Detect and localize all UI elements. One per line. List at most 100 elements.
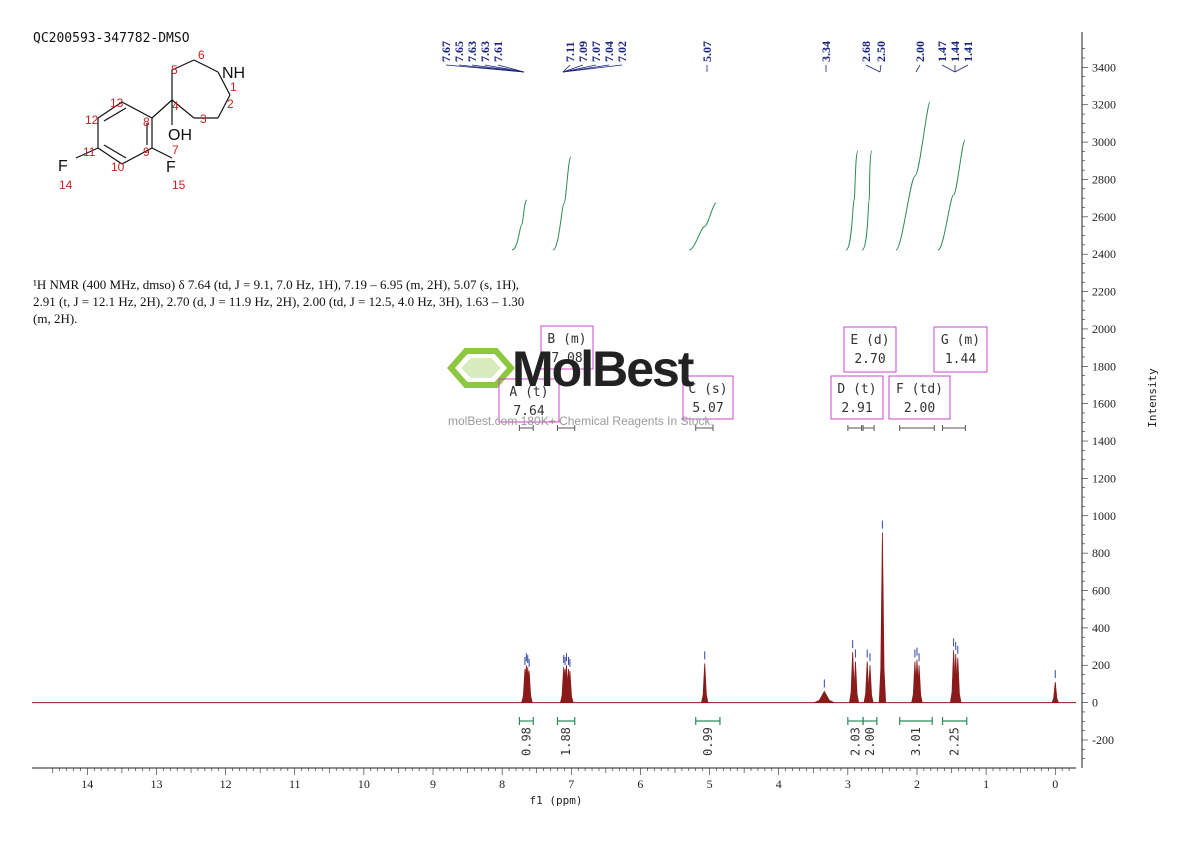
spectrum-peak bbox=[701, 663, 709, 704]
y-tick-label: 3400 bbox=[1092, 60, 1116, 74]
y-tick-label: 2800 bbox=[1092, 172, 1116, 186]
molecule-bond bbox=[97, 101, 123, 119]
molecule-atom-label: F bbox=[58, 158, 68, 175]
peak-label: 3.34 bbox=[819, 41, 833, 62]
multiplet-shift: 7.64 bbox=[513, 404, 544, 419]
molbest-watermark bbox=[446, 348, 516, 388]
multiplet-label: G (m) bbox=[941, 333, 980, 348]
integral-value: 2.00 bbox=[863, 727, 877, 756]
peak-label: 2.00 bbox=[913, 41, 927, 62]
multiplet-shift: 1.44 bbox=[945, 352, 976, 367]
molecule-bond bbox=[193, 59, 219, 73]
molbest-tagline: molBest.com 180K+ Chemical Reagents In S… bbox=[448, 414, 714, 428]
molbest-brand: MolBest bbox=[512, 341, 694, 397]
x-tick-label: 12 bbox=[220, 777, 232, 791]
multiplet-shift: 2.70 bbox=[854, 352, 885, 367]
y-tick-label: 0 bbox=[1092, 696, 1098, 710]
multiplet-label: B (m) bbox=[547, 332, 586, 347]
molecule-atom-label: 11 bbox=[83, 145, 96, 159]
molecule-atom-label: 1 bbox=[230, 80, 237, 94]
x-tick-label: 13 bbox=[150, 777, 162, 791]
multiplet-label: D (t) bbox=[837, 382, 876, 397]
molecule-bond bbox=[97, 147, 123, 165]
integral-value: 1.88 bbox=[559, 727, 573, 756]
molbest-logo-icon bbox=[446, 348, 516, 388]
peak-label-connector bbox=[865, 64, 881, 73]
y-tick-label: 800 bbox=[1092, 546, 1110, 560]
multiplet-box bbox=[933, 326, 988, 373]
spectrum-peak bbox=[814, 690, 835, 704]
molecule-atom-label: 8 bbox=[143, 115, 150, 129]
peak-label-connector bbox=[562, 64, 623, 73]
integral-value: 3.01 bbox=[909, 727, 923, 756]
molecule-atom-label: 12 bbox=[85, 113, 99, 127]
peak-label: 7.11 bbox=[563, 42, 577, 62]
multiplet-shift: 2.00 bbox=[904, 401, 935, 416]
molecule-atom-label: F bbox=[166, 159, 176, 176]
y-tick-label: 2400 bbox=[1092, 247, 1116, 261]
y-tick-label: 1400 bbox=[1092, 434, 1116, 448]
nmr-description-line: ¹H NMR (400 MHz, dmso) δ 7.64 (td, J = 9… bbox=[33, 277, 520, 292]
molecule-atom-label: 14 bbox=[59, 178, 73, 192]
molecule-bond bbox=[151, 147, 173, 159]
peak-label: 1.47 bbox=[935, 41, 949, 62]
molecule-bond bbox=[171, 59, 195, 71]
molecule-atom-label: 7 bbox=[172, 143, 179, 157]
integral-value: 0.99 bbox=[701, 727, 715, 756]
peak-label-connector bbox=[484, 64, 525, 73]
peak-label: 7.07 bbox=[589, 41, 603, 62]
integral-curve bbox=[861, 150, 873, 251]
multiplet-shift: 5.07 bbox=[692, 401, 723, 416]
spectrum-peak bbox=[954, 657, 962, 704]
multiplet-label: C (s) bbox=[688, 382, 727, 397]
integral-curve bbox=[688, 202, 717, 251]
peak-label: 1.44 bbox=[948, 41, 962, 62]
y-tick-label: 600 bbox=[1092, 584, 1110, 598]
axes: 14 13 12 11 10 9 8 7 6 5 4 3 2 1 0f1 (ppm)-20002004006… bbox=[32, 32, 1159, 807]
molecule-atom-label: 6 bbox=[198, 48, 205, 62]
spectrum-peak bbox=[878, 532, 887, 704]
integral-curves bbox=[511, 101, 966, 251]
integral-curve bbox=[937, 139, 966, 251]
molecule-atom-label: OH bbox=[168, 127, 192, 144]
peak-label-connector bbox=[941, 64, 956, 73]
y-tick-label: 3200 bbox=[1092, 98, 1116, 112]
peak-label-connector bbox=[879, 64, 882, 73]
peak-label: 7.61 bbox=[491, 41, 505, 62]
molecule-atom-label: 2 bbox=[227, 97, 234, 111]
peak-label: 7.63 bbox=[465, 41, 479, 62]
spectrum-peak bbox=[851, 661, 860, 704]
spectrum-peak bbox=[866, 665, 874, 704]
x-tick-label: 4 bbox=[776, 777, 782, 791]
multiplet-box bbox=[843, 326, 897, 373]
peak-label-connector bbox=[954, 64, 969, 73]
x-tick-label: 8 bbox=[499, 777, 505, 791]
peak-label: 1.41 bbox=[961, 41, 975, 62]
molecule-atom-label: NH bbox=[222, 65, 245, 82]
peak-label-connector bbox=[562, 64, 571, 73]
peak-label-connector bbox=[915, 64, 921, 73]
y-tick-label: 200 bbox=[1092, 658, 1110, 672]
x-tick-label: 1 bbox=[983, 777, 989, 791]
spectrum-peak bbox=[566, 670, 574, 704]
multiplet-label: E (d) bbox=[850, 333, 889, 348]
x-axis-label: f1 (ppm) bbox=[530, 794, 583, 807]
x-tick-label: 10 bbox=[358, 777, 370, 791]
x-tick-label: 11 bbox=[289, 777, 301, 791]
multiplet-box bbox=[830, 375, 884, 420]
molecule-atom-label: 4 bbox=[172, 99, 179, 113]
nmr-description-line: (m, 2H). bbox=[33, 311, 78, 326]
nmr-description-line: 2.91 (t, J = 12.1 Hz, 2H), 2.70 (d, J = … bbox=[33, 294, 525, 309]
multiplet-box bbox=[682, 375, 734, 420]
y-axis-label: Intensity bbox=[1146, 368, 1159, 428]
y-tick-label: 3000 bbox=[1092, 135, 1116, 149]
nmr-description: ¹H NMR (400 MHz, dmso) δ 7.64 (td, J = 9… bbox=[33, 276, 633, 327]
y-tick-label: 1800 bbox=[1092, 359, 1116, 373]
sample-id: QC200593-347782-DMSO bbox=[33, 31, 190, 46]
y-tick-label: 1000 bbox=[1092, 509, 1116, 523]
molecule-atom-label: 13 bbox=[110, 96, 124, 110]
integral-curve bbox=[845, 150, 859, 251]
integral-curve bbox=[895, 101, 931, 251]
peak-label: 2.68 bbox=[859, 41, 873, 62]
y-tick-label: 2600 bbox=[1092, 210, 1116, 224]
